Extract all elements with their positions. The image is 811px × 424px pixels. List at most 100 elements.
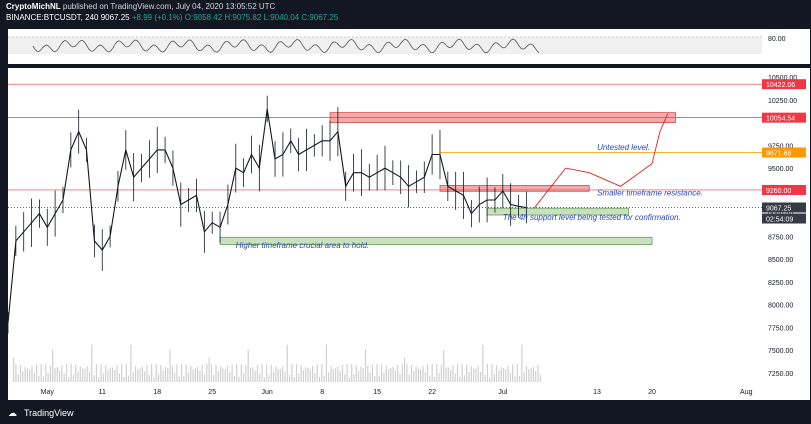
price-tick-label: 8250.00	[768, 280, 793, 287]
volume-bar	[155, 364, 157, 382]
time-tick-label: Jun	[262, 389, 273, 396]
volume-bar	[233, 375, 235, 382]
volume-bar	[75, 364, 77, 382]
volume-bar	[54, 367, 56, 382]
volume-bar	[72, 374, 74, 382]
volume-bar	[392, 367, 394, 382]
time-axis	[8, 382, 810, 400]
volume-bar	[482, 344, 484, 382]
volume-bar	[201, 365, 203, 382]
volume-bar	[243, 373, 245, 382]
volume-bar	[116, 365, 118, 382]
volume-bar	[144, 371, 146, 382]
volume-bar	[139, 368, 141, 382]
projection-line	[533, 113, 669, 209]
level-label: 10422.06	[766, 82, 795, 89]
volume-bar	[160, 365, 162, 382]
volume-bar	[123, 376, 125, 382]
volume-bar	[390, 367, 392, 382]
level-label: 9671.68	[766, 150, 791, 157]
volume-bar	[111, 367, 114, 382]
level-badge	[762, 112, 806, 123]
volume-bar	[65, 364, 68, 382]
level-badge	[762, 202, 806, 213]
volume-bar	[59, 370, 61, 382]
author-name[interactable]: CryptoMichNL	[6, 2, 61, 11]
volume-bar	[459, 377, 461, 382]
volume-bar	[406, 364, 408, 382]
volume-bar	[307, 367, 309, 382]
volume-bar	[316, 364, 318, 382]
volume-bar	[341, 364, 344, 382]
volume-bar	[70, 364, 72, 382]
volume-bar	[217, 371, 219, 382]
volume-bar	[493, 373, 495, 382]
volume-bar	[169, 349, 171, 382]
volume-bar	[121, 364, 123, 382]
volume-bar	[15, 364, 17, 382]
countdown-label: 02:54:09	[766, 217, 793, 224]
volume-bar	[397, 365, 399, 382]
volume-bar	[433, 376, 436, 382]
volume-bar	[537, 365, 539, 382]
volume-bar	[22, 371, 24, 382]
volume-bar	[245, 365, 247, 382]
volume-bar	[171, 365, 173, 382]
volume-bar	[31, 365, 33, 382]
volume-bar	[305, 367, 307, 382]
volume-bar	[528, 369, 530, 382]
price-tick-label: 9500.00	[768, 166, 793, 173]
volume-bar	[431, 364, 433, 382]
volume-bar	[153, 377, 155, 382]
zone-resistance	[439, 185, 590, 192]
volume-bar	[346, 364, 348, 382]
volume-bar	[318, 376, 321, 382]
volume-bar	[199, 370, 201, 382]
volume-bar	[286, 344, 288, 382]
annotation-text: Higher timeframe crucial area to hold.	[236, 241, 369, 250]
volume-bar	[369, 372, 371, 382]
volume-bar	[516, 364, 518, 382]
volume-bar	[220, 366, 222, 382]
volume-bar	[461, 364, 463, 382]
annotation-text: The 4h support level being tested for co…	[503, 213, 681, 222]
volume-bar	[42, 376, 45, 382]
chart-plot[interactable]: 80.0010500.0010250.009750.009500.009250.…	[0, 26, 811, 402]
volume-bar	[489, 377, 491, 382]
volume-bar	[47, 372, 49, 382]
time-tick-label: 15	[373, 389, 381, 396]
volume-bar	[514, 376, 516, 382]
volume-bar	[512, 364, 514, 382]
volume-bar	[438, 373, 440, 382]
volume-bar	[77, 371, 79, 382]
volume-bar	[429, 375, 431, 382]
volume-bar	[36, 364, 38, 382]
volume-bar	[240, 364, 242, 382]
volume-bar	[98, 377, 100, 382]
volume-bar	[162, 370, 164, 382]
volume-bar	[523, 372, 525, 382]
volume-bar	[263, 377, 265, 382]
volume-bar	[268, 375, 270, 382]
volume-bar	[394, 370, 396, 382]
volume-bar	[309, 369, 311, 382]
volume-bar	[314, 373, 316, 382]
volume-bar	[427, 364, 429, 382]
symbol[interactable]: BINANCE:BTCUSDT, 240	[6, 13, 99, 22]
volume-bar	[353, 374, 355, 382]
rsi-band	[8, 37, 762, 54]
volume-bar	[157, 374, 160, 382]
volume-bar	[167, 367, 169, 382]
time-tick-label: Aug	[740, 389, 753, 396]
volume-bar	[410, 364, 413, 382]
volume-bar	[325, 344, 327, 382]
time-tick-label: 11	[99, 389, 106, 396]
volume-bar	[408, 374, 410, 382]
volume-bar	[479, 371, 482, 382]
volume-bar	[215, 364, 217, 382]
volume-bar	[404, 357, 406, 382]
tradingview-logo-icon: ☁	[8, 408, 17, 418]
volume-bar	[468, 371, 470, 382]
volume-bar	[141, 366, 143, 382]
time-tick-label: 20	[648, 389, 656, 396]
